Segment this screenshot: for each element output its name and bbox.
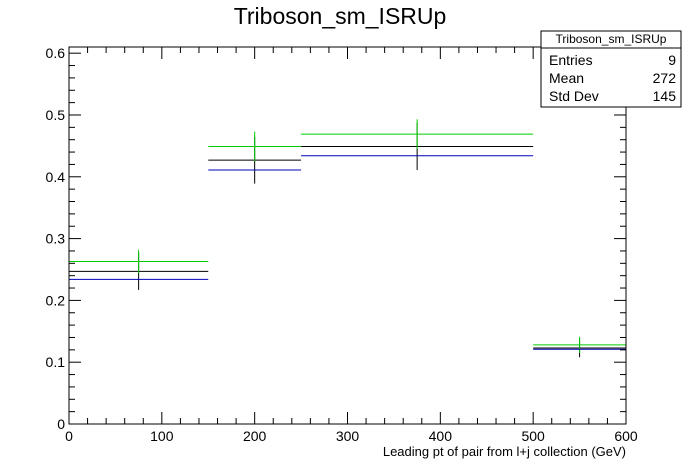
y-tick-label: 0.3 <box>46 231 66 247</box>
x-axis-label: Leading pt of pair from l+j collection (… <box>383 444 626 459</box>
stats-box-frame <box>540 30 682 108</box>
chart-title: Triboson_sm_ISRUp <box>234 3 447 29</box>
x-tick-label: 100 <box>150 428 174 444</box>
y-tick-label: 0.6 <box>46 45 66 61</box>
y-tick-label: 0.4 <box>46 169 66 185</box>
x-tick-label: 400 <box>429 428 453 444</box>
y-tick-label: 0 <box>57 416 65 432</box>
x-tick-label: 500 <box>521 428 545 444</box>
stats-mean-label: Mean <box>549 70 584 86</box>
x-tick-label: 300 <box>336 428 360 444</box>
axis-layer: 0 100 200 300 400 500 600 0 0.1 0.2 0.3 0.4 0.5 0.6 <box>46 45 638 444</box>
x-tick-label: 600 <box>614 428 638 444</box>
x-tick-label: 200 <box>243 428 267 444</box>
stats-stddev-value: 145 <box>653 88 677 104</box>
y-tick-label: 0.2 <box>46 292 66 308</box>
x-tick-label: 0 <box>65 428 73 444</box>
stats-box-title: Triboson_sm_ISRUp <box>556 32 667 46</box>
y-tick-label: 0.5 <box>46 107 66 123</box>
stats-entries-value: 9 <box>668 52 676 68</box>
series-layer <box>69 119 626 358</box>
stats-box: Triboson_sm_ISRUp Entries 9 Mean 272 Std… <box>540 30 682 108</box>
stats-entries-label: Entries <box>549 52 593 68</box>
stats-mean-value: 272 <box>653 70 677 86</box>
stats-stddev-label: Std Dev <box>549 88 599 104</box>
y-tick-label: 0.1 <box>46 354 66 370</box>
